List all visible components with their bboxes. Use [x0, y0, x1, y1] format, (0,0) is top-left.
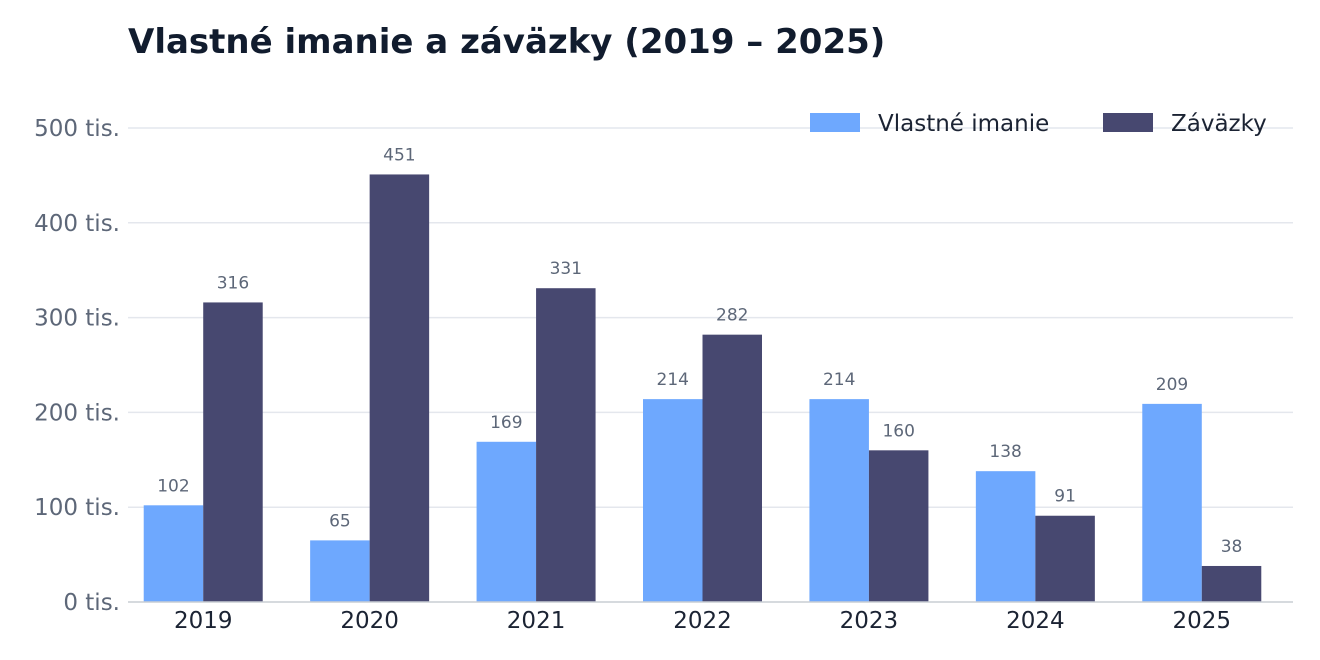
bar-liabilities-2023: [868, 450, 929, 602]
y-tick-label: 500 tis.: [34, 116, 120, 142]
x-tick-label: 2020: [340, 608, 399, 634]
data-label: 138: [989, 442, 1021, 462]
y-tick-label: 0 tis.: [63, 590, 120, 616]
y-tick-label: 200 tis.: [34, 400, 120, 426]
legend-swatch: [810, 113, 860, 132]
y-tick-label: 400 tis.: [34, 211, 120, 237]
x-tick-label: 2025: [1173, 608, 1232, 634]
data-label: 65: [329, 511, 351, 531]
bar-equity-2024: [975, 471, 1036, 602]
bar-equity-2021: [476, 441, 537, 602]
data-label: 38: [1221, 537, 1243, 557]
x-tick-label: 2024: [1006, 608, 1065, 634]
bar-equity-2022: [643, 399, 703, 602]
bar-equity-2025: [1142, 403, 1202, 602]
chart-title: Vlastné imanie a záväzky (2019 – 2025): [128, 22, 886, 62]
data-label: 91: [1054, 487, 1076, 507]
y-tick-label: 300 tis.: [34, 306, 120, 332]
legend-label: Záväzky: [1171, 111, 1267, 137]
x-tick-label: 2021: [507, 608, 566, 634]
data-label: 282: [716, 306, 748, 326]
data-label: 169: [490, 413, 522, 433]
data-label: 102: [157, 476, 189, 496]
data-labels: 102 316 65 451 169 331 214 282 214 160 138 91 209 38: [157, 145, 1242, 557]
bar-equity-2020: [310, 540, 370, 602]
data-label: 316: [217, 273, 249, 293]
bar-liabilities-2020: [369, 174, 430, 602]
bar-liabilities-2024: [1035, 515, 1095, 602]
y-axis: 0 tis. 100 tis. 200 tis. 300 tis. 400 tis. 50…: [34, 116, 120, 616]
x-tick-label: 2023: [840, 608, 899, 634]
data-label: 214: [657, 370, 689, 390]
data-label: 451: [383, 145, 415, 165]
y-tick-label: 100 tis.: [34, 495, 120, 521]
bar-liabilities-2025: [1201, 565, 1262, 602]
bars: [143, 174, 1262, 602]
data-label: 331: [550, 259, 582, 279]
x-axis: 2019 2020 2021 2022 2023 2024 2025: [128, 601, 1293, 634]
x-tick-label: 2019: [174, 608, 233, 634]
data-label: 209: [1156, 375, 1188, 395]
legend-swatch: [1103, 113, 1153, 132]
x-tick-label: 2022: [673, 608, 732, 634]
data-label: 160: [882, 421, 914, 441]
bar-equity-2019: [143, 505, 204, 602]
data-label: 214: [823, 370, 855, 390]
bar-liabilities-2019: [203, 302, 263, 602]
legend: Vlastné imanie Záväzky: [810, 111, 1267, 137]
legend-label: Vlastné imanie: [878, 111, 1049, 137]
bar-liabilities-2021: [536, 288, 596, 602]
bar-equity-2023: [809, 399, 869, 602]
bar-liabilities-2022: [702, 334, 762, 602]
